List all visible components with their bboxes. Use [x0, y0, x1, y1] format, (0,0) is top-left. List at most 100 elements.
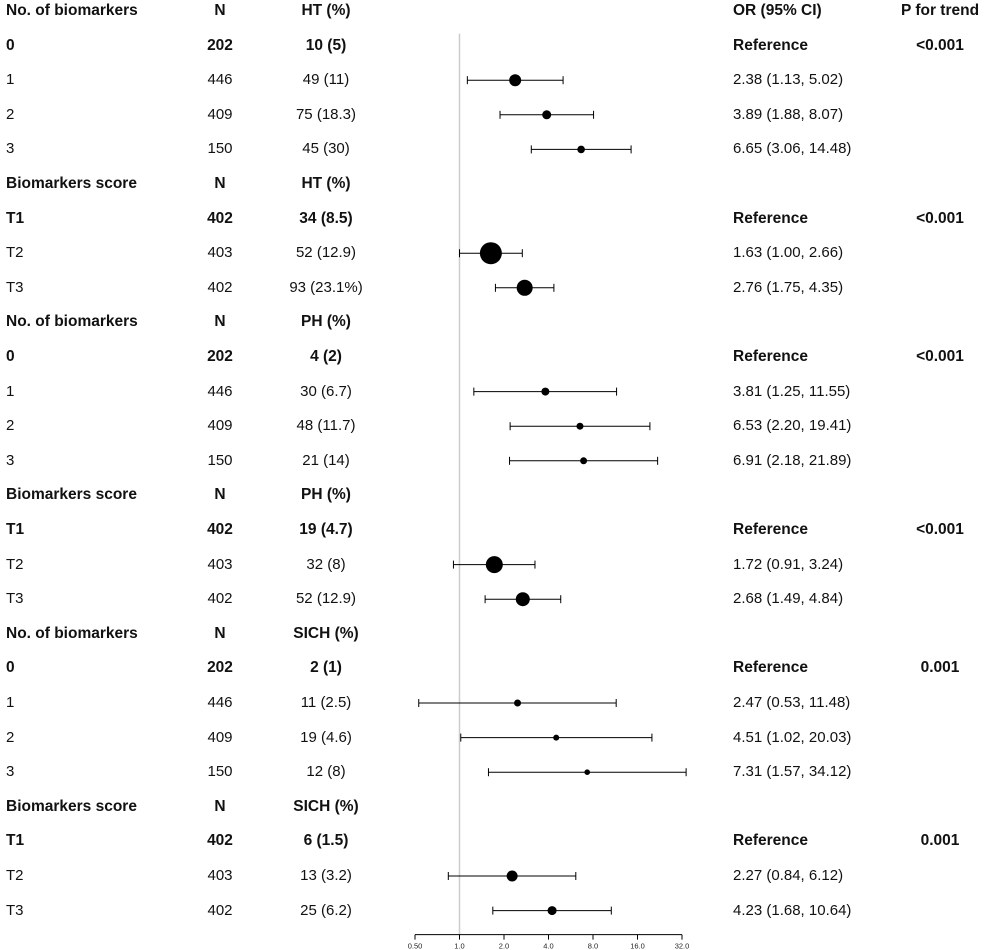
- row-label: 3: [6, 763, 15, 781]
- estimate-mark: [509, 456, 659, 465]
- or-value: 2.38 (1.13, 5.02): [733, 71, 844, 89]
- table-row: 3 150 12 (8) 7.31 (1.57, 34.12): [0, 755, 1000, 789]
- row-label: 2: [6, 728, 15, 746]
- n-value: 402: [207, 521, 233, 538]
- estimate-mark: [459, 242, 523, 265]
- row-label: T3: [6, 278, 24, 296]
- n-value: 446: [207, 382, 233, 400]
- rate-value: HT (%): [301, 2, 351, 19]
- n-value: 446: [207, 71, 233, 89]
- point-estimate: [553, 734, 560, 741]
- table-row: 0 202 10 (5) Reference <0.001: [0, 29, 1000, 63]
- header-row: No. of biomarkers N PH (%): [0, 305, 1000, 339]
- estimate-mark: [460, 733, 653, 742]
- header-row: Biomarkers score N PH (%): [0, 478, 1000, 512]
- row-label: 2: [6, 105, 15, 123]
- table-row: 3 150 45 (30) 6.65 (3.06, 14.48): [0, 132, 1000, 166]
- rate-value: 10 (5): [305, 36, 347, 54]
- or-value: 1.72 (0.91, 3.24): [733, 555, 844, 573]
- or-value: Reference: [733, 348, 808, 365]
- rate-value: 52 (12.9): [295, 244, 357, 262]
- table-row: T3 402 52 (12.9) 2.68 (1.49, 4.84): [0, 582, 1000, 616]
- n-value: N: [214, 486, 226, 504]
- rate-value: 93 (23.1%): [289, 278, 363, 296]
- header-row: No. of biomarkers N HT (%) OR (95% CI) P for…: [0, 0, 1000, 28]
- or-value: 3.81 (1.25, 11.55): [733, 382, 851, 400]
- n-value: 403: [207, 244, 233, 262]
- rate-value: PH (%): [301, 313, 351, 331]
- x-tick-label: 16.0: [630, 942, 645, 950]
- or-value: Reference: [733, 36, 808, 54]
- n-value: 402: [207, 590, 233, 608]
- rate-value: 11 (2.5): [300, 694, 352, 711]
- table-row: T3 402 93 (23.1%) 2.76 (1.75, 4.35): [0, 271, 1000, 305]
- n-value: 402: [207, 901, 233, 919]
- header-row: No. of biomarkers N SICH (%): [0, 617, 1000, 651]
- estimate-mark: [447, 870, 577, 882]
- rate-value: 30 (6.7): [300, 382, 352, 400]
- n-value: N: [214, 797, 226, 815]
- row-label: T2: [6, 867, 24, 884]
- or-value: Reference: [733, 521, 808, 538]
- table-row: 0 202 2 (1) Reference 0.001: [0, 651, 1000, 685]
- row-label: No. of biomarkers: [6, 313, 138, 331]
- row-label: Biomarkers score: [6, 486, 137, 504]
- or-value: OR (95% CI): [733, 2, 822, 19]
- table-row: T2 403 32 (8) 1.72 (0.91, 3.24): [0, 548, 1000, 582]
- p-trend-value: <0.001: [916, 209, 964, 227]
- row-label: T3: [6, 901, 24, 919]
- point-estimate: [541, 387, 550, 396]
- rate-value: 4 (2): [310, 348, 342, 365]
- estimate-mark: [473, 387, 618, 396]
- table-row: 2 409 19 (4.6) 4.51 (1.02, 20.03): [0, 721, 1000, 755]
- rate-value: 25 (6.2): [300, 901, 352, 919]
- n-value: 150: [207, 451, 233, 469]
- or-value: 2.47 (0.53, 11.48): [733, 694, 851, 711]
- n-value: 403: [207, 555, 233, 573]
- row-label: No. of biomarkers: [6, 2, 138, 19]
- row-label: T2: [6, 244, 24, 262]
- point-estimate: [577, 145, 585, 154]
- table-row: 1 446 49 (11) 2.38 (1.13, 5.02): [0, 63, 1000, 97]
- x-tick-label: 8.0: [588, 942, 598, 950]
- rate-value: 19 (4.7): [299, 521, 353, 538]
- table-row: 1 446 30 (6.7) 3.81 (1.25, 11.55): [0, 375, 1000, 409]
- estimate-mark: [484, 592, 562, 607]
- point-estimate: [509, 74, 522, 87]
- row-label: 3: [6, 140, 15, 158]
- row-label: Biomarkers score: [6, 175, 137, 192]
- or-value: 6.65 (3.06, 14.48): [733, 140, 852, 158]
- table-row: 2 409 75 (18.3) 3.89 (1.88, 8.07): [0, 98, 1000, 132]
- x-tick-label: 2.0: [499, 942, 509, 950]
- x-tick-label: 0.50: [408, 942, 423, 950]
- row-label: 1: [6, 71, 15, 89]
- point-estimate: [506, 870, 518, 882]
- or-value: 6.53 (2.20, 19.41): [733, 417, 852, 435]
- rate-value: 6 (1.5): [303, 832, 349, 850]
- n-value: 409: [207, 728, 233, 746]
- n-value: N: [214, 624, 226, 642]
- point-estimate: [542, 110, 552, 120]
- rate-value: 32 (8): [306, 555, 346, 573]
- row-label: T1: [6, 832, 25, 850]
- table-row: T2 403 13 (3.2) 2.27 (0.84, 6.12): [0, 859, 1000, 893]
- table-row: 1 446 11 (2.5) 2.47 (0.53, 11.48): [0, 686, 1000, 720]
- rate-value: 75 (18.3): [295, 105, 357, 123]
- point-estimate: [547, 906, 557, 916]
- row-label: 1: [6, 382, 15, 400]
- estimate-mark: [466, 74, 564, 87]
- n-value: N: [214, 2, 226, 19]
- n-value: 150: [207, 763, 233, 781]
- row-label: 0: [6, 36, 15, 54]
- row-label: T2: [6, 555, 24, 573]
- table-row: T3 402 25 (6.2) 4.23 (1.68, 10.64): [0, 894, 1000, 928]
- rate-value: 12 (8): [306, 763, 346, 781]
- p-trend-value: P for trend: [900, 2, 980, 19]
- rate-value: PH (%): [301, 486, 351, 504]
- n-value: 202: [207, 348, 233, 365]
- row-label: 2: [6, 417, 15, 435]
- row-label: Biomarkers score: [6, 797, 137, 815]
- or-value: Reference: [733, 659, 808, 677]
- table-row: 0 202 4 (2) Reference <0.001: [0, 340, 1000, 374]
- point-estimate: [516, 279, 533, 296]
